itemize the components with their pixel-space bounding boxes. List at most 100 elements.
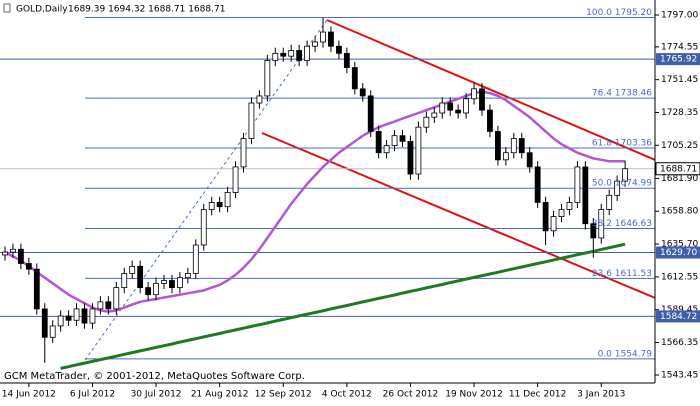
candle <box>200 203 207 251</box>
candle-body <box>97 301 104 310</box>
candle-body <box>447 102 454 111</box>
candle-body <box>343 52 350 68</box>
candle <box>208 196 215 216</box>
y-tick-label: 1543.45 <box>661 371 698 381</box>
candle-body <box>176 277 183 289</box>
candle <box>582 161 589 230</box>
candle <box>335 40 342 60</box>
candle <box>264 54 271 102</box>
candle-body <box>598 209 605 239</box>
x-tick-label: 4 Oct 2012 <box>322 390 372 400</box>
candle <box>622 160 628 187</box>
y-tick-label: 1566.35 <box>661 338 698 348</box>
candle <box>17 243 24 270</box>
candle <box>494 125 501 166</box>
candle-body <box>2 251 8 256</box>
level-label-box <box>656 310 700 323</box>
candle-body <box>33 268 40 310</box>
candle-body <box>312 41 318 47</box>
quote: 1689.39 1694.32 1688.71 1688.71 <box>68 5 225 15</box>
candle <box>359 83 366 102</box>
candle-body <box>455 109 462 114</box>
candle <box>105 296 112 315</box>
candle-body <box>518 138 525 154</box>
candle <box>89 303 96 329</box>
candle <box>598 203 605 244</box>
candle-body <box>479 88 485 111</box>
candle-body <box>192 244 199 274</box>
candle <box>272 47 279 67</box>
candle-body <box>622 168 628 182</box>
candle-body <box>10 248 16 253</box>
candle-body <box>161 280 167 284</box>
candle-body <box>510 138 517 154</box>
candle <box>25 257 32 275</box>
candle-body <box>534 166 541 203</box>
fib-label: 76.4 1738.46 <box>592 89 652 99</box>
candle-body <box>359 88 366 97</box>
candle <box>518 132 525 159</box>
candle <box>145 281 152 301</box>
fib-label: 100.0 1795.20 <box>586 8 652 18</box>
candle <box>343 47 350 74</box>
level-label: 1584.72 <box>660 312 697 322</box>
candle <box>10 243 16 258</box>
candle-body <box>574 166 581 203</box>
fib-label: 38.2 1646.63 <box>592 219 652 229</box>
candle <box>137 260 144 294</box>
candle-body <box>216 202 223 208</box>
candle <box>153 277 159 301</box>
candle-body <box>89 308 96 324</box>
candle-body <box>502 152 509 161</box>
candle <box>510 132 517 159</box>
candle <box>399 130 406 148</box>
candle <box>240 132 247 173</box>
plot-area <box>0 17 655 370</box>
level-label: 1765.92 <box>660 55 697 65</box>
candle <box>328 26 334 52</box>
candle <box>113 281 120 315</box>
candle-body <box>169 280 175 289</box>
y-tick-label: 1635.70 <box>661 240 698 250</box>
y-tick-label: 1705.25 <box>661 141 698 151</box>
last-price-box <box>655 162 700 176</box>
candle-body <box>407 140 414 175</box>
candle <box>502 147 509 166</box>
candle <box>280 47 287 62</box>
candle-body <box>590 223 597 239</box>
candle <box>550 210 557 237</box>
candle <box>33 263 40 315</box>
candle-body <box>494 131 501 161</box>
candle <box>391 130 398 152</box>
candle <box>455 104 462 119</box>
candle-body <box>367 95 374 132</box>
y-tick-label: 1658.80 <box>661 207 698 217</box>
candle <box>383 139 390 159</box>
candle-body <box>105 301 112 310</box>
y-tick-label: 1751.45 <box>661 75 698 85</box>
candle <box>542 196 549 246</box>
candle <box>2 246 8 261</box>
candle <box>534 161 541 209</box>
candle <box>129 260 136 280</box>
candle-body <box>423 116 430 128</box>
moving-average <box>60 242 626 370</box>
fib-label: 50.0 1674.99 <box>592 179 652 189</box>
y-tick-label: 1774.55 <box>661 42 698 52</box>
candle <box>216 196 223 213</box>
candle-body <box>200 209 207 246</box>
candle <box>415 121 422 180</box>
candle-body <box>383 145 390 154</box>
candle-body <box>304 45 311 61</box>
candle-body <box>232 166 239 193</box>
level-label-box <box>656 53 700 66</box>
candle-body <box>399 135 406 142</box>
candle <box>375 125 382 159</box>
candle-body <box>296 50 303 61</box>
candle <box>558 203 565 223</box>
candle-body <box>280 52 287 57</box>
candle <box>526 147 533 173</box>
candle-body <box>288 50 295 57</box>
